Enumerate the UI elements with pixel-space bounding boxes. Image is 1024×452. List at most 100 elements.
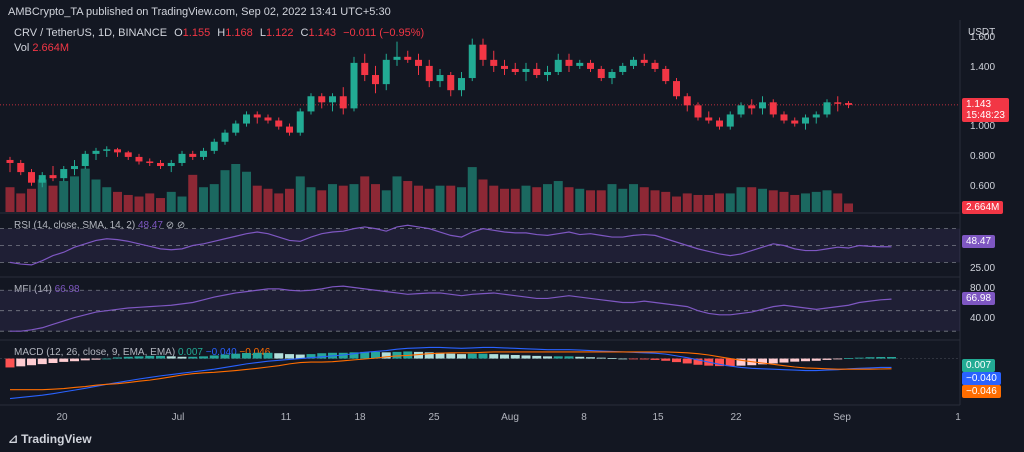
currency-label: USDT	[968, 27, 996, 38]
x-axis-label: 25	[428, 412, 440, 423]
rsi-hidden-icons[interactable]: ⊘ ⊘	[165, 220, 186, 231]
volume-bar	[618, 188, 628, 212]
volume-bar	[779, 191, 789, 212]
macd-hist-bar	[629, 358, 638, 360]
candle-body	[146, 161, 154, 163]
macd-hist-bar	[543, 356, 552, 359]
volume-bar	[446, 185, 456, 212]
candle-body	[533, 68, 541, 76]
macd-hist-bar	[704, 358, 714, 366]
macd-hist-bar	[661, 358, 671, 361]
volume-bar	[457, 187, 466, 212]
candle-body	[479, 44, 487, 60]
candle-body	[275, 120, 283, 127]
volume-bar	[80, 168, 90, 212]
x-axis-label: Aug	[501, 412, 519, 423]
candle-body	[726, 114, 734, 127]
macd-hist-bar	[467, 353, 477, 359]
macd-label[interactable]: MACD (12, 26, close, 9, EMA, EMA)	[14, 347, 176, 358]
mfi-legend: MFI (14) 66.98	[14, 284, 80, 295]
candle-body	[38, 175, 46, 183]
macd-hist-bar	[833, 358, 843, 360]
macd-hist-bar	[553, 356, 563, 359]
volume-bar	[414, 185, 423, 212]
candle-body	[802, 117, 809, 124]
candle-body	[511, 68, 519, 72]
macd-hist-bar	[779, 358, 789, 363]
rsi-line	[9, 224, 892, 266]
symbol-label[interactable]: CRV / TetherUS, 1D, BINANCE	[14, 27, 168, 39]
macd-hist-bar	[758, 358, 767, 365]
volume-bar	[693, 194, 703, 212]
candle-body	[705, 117, 713, 121]
macd-hist-bar	[693, 358, 703, 365]
candle-body	[264, 117, 272, 121]
candle-body	[200, 150, 207, 157]
macd-hist-bar	[715, 358, 724, 367]
volume-bar	[16, 193, 26, 212]
candle-body	[243, 114, 250, 124]
candle-body	[425, 65, 433, 82]
macd-hist-bar	[446, 353, 456, 359]
footer-brand[interactable]: ⊿ TradingView	[8, 432, 92, 446]
macd-hist-bar	[725, 358, 735, 367]
macd-signal-value: −0.046	[239, 347, 271, 358]
rsi-label[interactable]: RSI (14, close, SMA, 14, 2)	[14, 220, 136, 231]
volume-bar	[392, 176, 402, 212]
candle-body	[522, 68, 530, 72]
open-label: O	[174, 27, 183, 39]
candle-body	[554, 59, 562, 72]
low-value: 1.122	[265, 27, 294, 39]
macd-hist-bar	[457, 354, 466, 359]
macd-hist-bar	[435, 352, 445, 359]
macd-hist-bar	[59, 358, 69, 362]
volume-label: Vol	[14, 42, 30, 54]
candle-body	[694, 105, 702, 118]
candle-body	[361, 62, 369, 76]
candle-body	[415, 59, 422, 66]
mfi-label[interactable]: MFI (14)	[14, 284, 52, 295]
macd-hist-bar	[801, 358, 810, 362]
macd-hist-bar	[274, 353, 284, 359]
mfi-axis-label: 40.00	[970, 313, 996, 324]
macd-hist-bar	[48, 358, 58, 363]
candle-body	[60, 169, 68, 179]
macd-hist-bar	[328, 352, 337, 359]
volume-bar	[295, 176, 305, 212]
candle-body	[683, 96, 691, 106]
volume-bar	[650, 190, 660, 212]
volume-bar	[231, 164, 241, 212]
macd-hist-bar	[102, 358, 112, 360]
candle-body	[350, 62, 358, 109]
volume-bar	[553, 181, 563, 212]
mfi-line	[10, 285, 892, 332]
macd-hist-bar	[586, 357, 595, 359]
candle-body	[382, 59, 390, 85]
volume-value: 2.664M	[32, 42, 70, 54]
macd-hist-bar	[317, 353, 327, 359]
candle-body	[189, 153, 197, 157]
volume-bar	[188, 174, 198, 212]
macd-line-badge: −0.040	[962, 372, 1001, 385]
volume-bar	[263, 188, 273, 212]
volume-bar	[403, 181, 413, 212]
candle-body	[210, 141, 218, 151]
volume-bar	[338, 185, 348, 212]
tradingview-logo-icon: ⊿	[8, 432, 19, 446]
volume-bar	[725, 193, 735, 212]
candle-body	[178, 153, 186, 163]
candle-body	[759, 102, 766, 109]
mfi-value: 66.98	[54, 284, 80, 295]
mfi-badge: 66.98	[962, 292, 996, 305]
candle-body	[845, 103, 852, 105]
rsi-value: 48.47	[137, 220, 163, 231]
volume-bar	[672, 196, 681, 212]
volume-bar	[381, 190, 391, 212]
bar-countdown: 15:48:23	[966, 110, 1005, 121]
volume-bar	[145, 193, 155, 212]
macd-hist-bar	[822, 358, 832, 360]
candle-body	[436, 75, 444, 82]
volume-bar	[478, 179, 488, 212]
rsi-badge: 48.47	[962, 235, 996, 248]
high-value: 1.168	[225, 27, 253, 39]
